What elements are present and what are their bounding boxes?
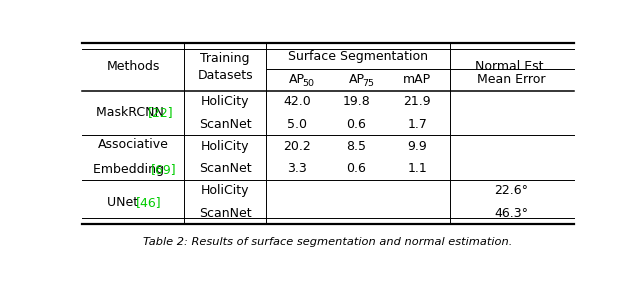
Text: 5.0: 5.0 bbox=[287, 118, 307, 131]
Text: HoliCity: HoliCity bbox=[201, 140, 250, 153]
Text: 42.0: 42.0 bbox=[283, 95, 311, 108]
Text: AP: AP bbox=[349, 74, 365, 86]
Text: 50: 50 bbox=[303, 80, 315, 88]
Text: Embedding: Embedding bbox=[93, 164, 168, 176]
Text: HoliCity: HoliCity bbox=[201, 184, 250, 197]
Text: 21.9: 21.9 bbox=[403, 95, 431, 108]
Text: 3.3: 3.3 bbox=[287, 162, 307, 175]
Text: 0.6: 0.6 bbox=[347, 118, 367, 131]
Text: 8.5: 8.5 bbox=[346, 140, 367, 153]
Text: [69]: [69] bbox=[151, 164, 177, 176]
Text: [46]: [46] bbox=[136, 196, 162, 208]
Text: ScanNet: ScanNet bbox=[199, 207, 252, 220]
Text: 1.7: 1.7 bbox=[407, 118, 428, 131]
Text: 22.6°: 22.6° bbox=[495, 184, 529, 197]
Text: [22]: [22] bbox=[148, 106, 173, 119]
Text: 0.6: 0.6 bbox=[347, 162, 367, 175]
Text: UNet: UNet bbox=[107, 196, 142, 208]
Text: 20.2: 20.2 bbox=[283, 140, 311, 153]
Text: Associative: Associative bbox=[98, 139, 169, 151]
Text: AP: AP bbox=[289, 74, 305, 86]
Text: Normal Est.: Normal Est. bbox=[476, 60, 548, 73]
Text: 1.1: 1.1 bbox=[408, 162, 427, 175]
Text: 75: 75 bbox=[362, 80, 374, 88]
Text: Methods: Methods bbox=[107, 60, 160, 73]
Text: MaskRCNN: MaskRCNN bbox=[95, 106, 168, 119]
Text: 19.8: 19.8 bbox=[342, 95, 371, 108]
Text: HoliCity: HoliCity bbox=[201, 95, 250, 108]
Text: mAP: mAP bbox=[403, 74, 431, 86]
Text: 46.3°: 46.3° bbox=[495, 207, 529, 220]
Text: Mean Error: Mean Error bbox=[477, 74, 546, 86]
Text: Surface Segmentation: Surface Segmentation bbox=[288, 50, 428, 62]
Text: ScanNet: ScanNet bbox=[199, 162, 252, 175]
Text: 9.9: 9.9 bbox=[408, 140, 427, 153]
Text: Training
Datasets: Training Datasets bbox=[197, 52, 253, 82]
Text: Table 2: Results of surface segmentation and normal estimation.: Table 2: Results of surface segmentation… bbox=[143, 237, 513, 247]
Text: ScanNet: ScanNet bbox=[199, 118, 252, 131]
